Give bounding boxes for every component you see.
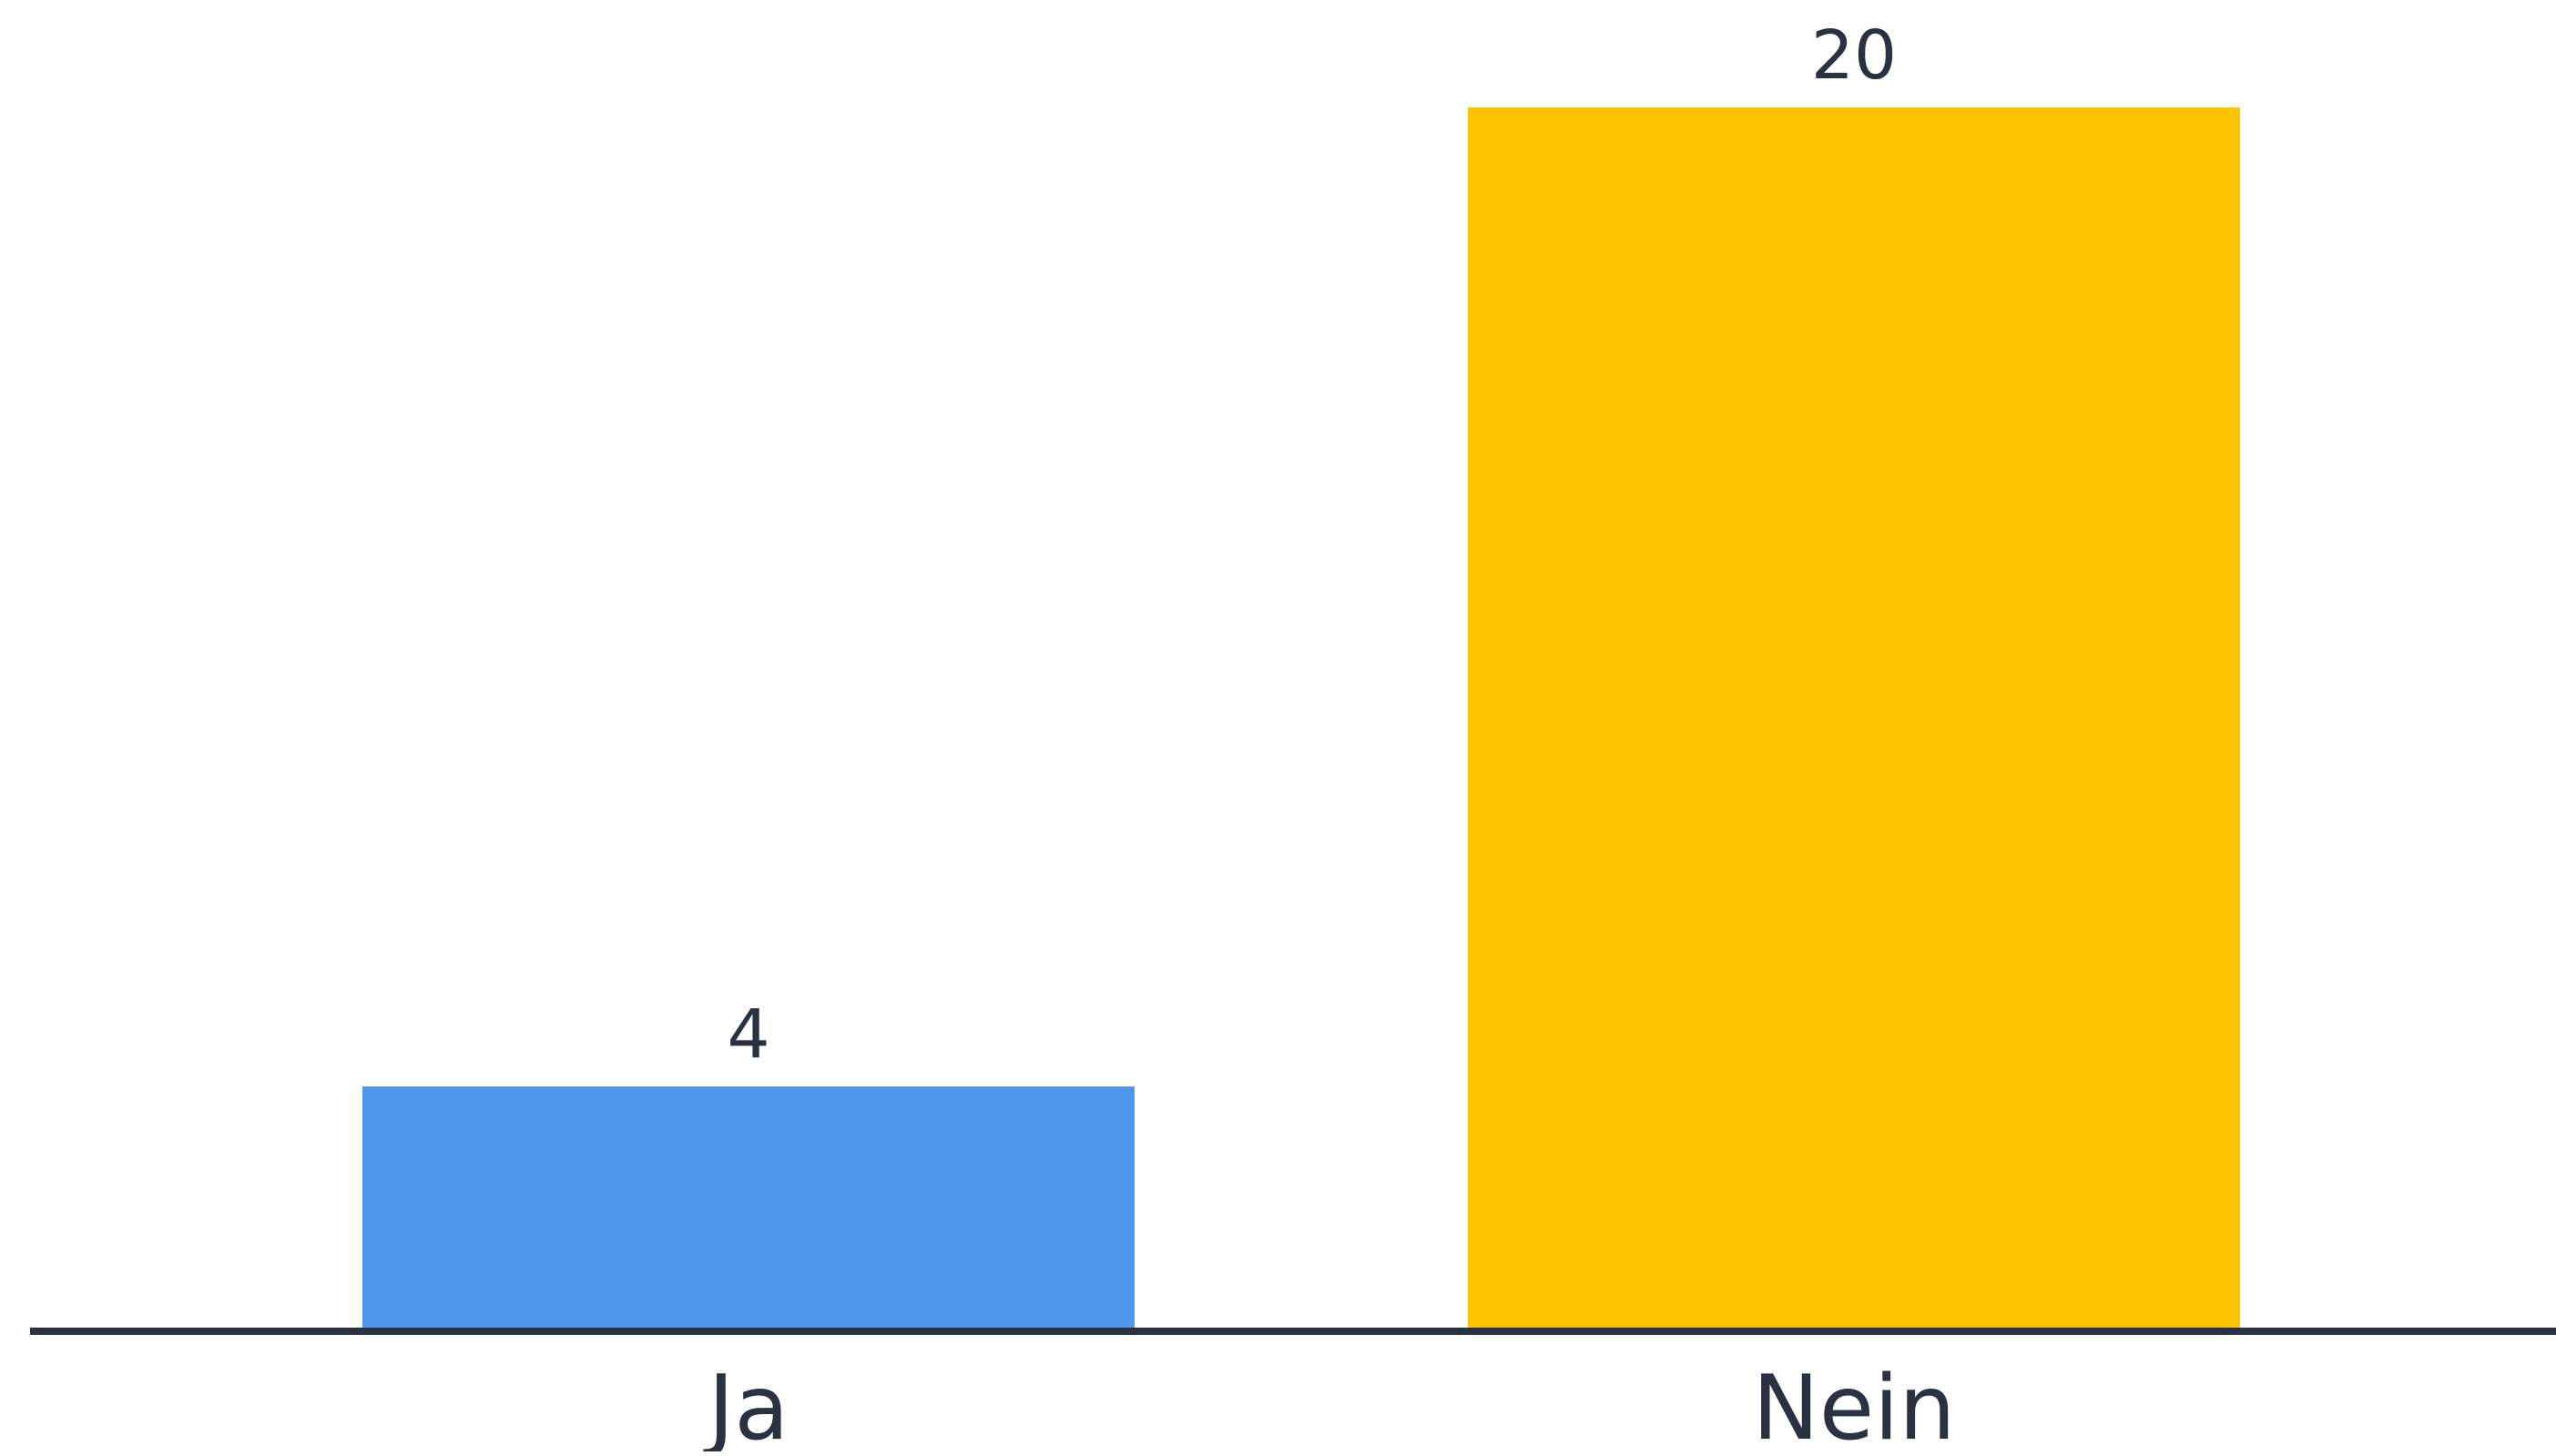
value-label-nein: 20	[1811, 16, 1897, 95]
value-labels-group: 4 20	[727, 16, 1897, 1074]
value-label-ja: 4	[727, 995, 769, 1074]
bar-ja	[362, 1086, 1135, 1331]
category-label-nein: Nein	[1753, 1357, 1956, 1451]
bars-group	[362, 107, 2240, 1331]
category-labels-group: Ja Nein	[703, 1357, 1956, 1456]
bar-nein	[1468, 107, 2240, 1331]
category-label-ja: Ja	[703, 1357, 789, 1451]
